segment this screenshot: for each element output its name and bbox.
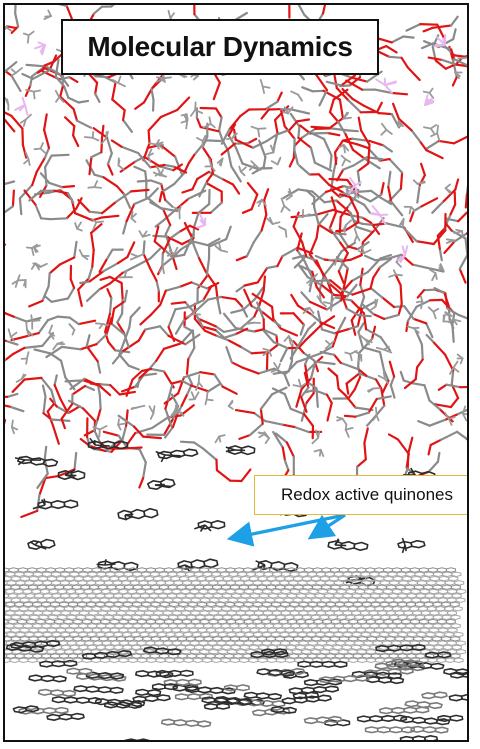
title-box: Molecular Dynamics	[61, 19, 379, 75]
callout-label: Redox active quinones	[280, 485, 453, 504]
quinone-pointer-arrows	[226, 513, 346, 547]
electrolyte-solvent-layer	[5, 5, 467, 519]
figure-title: Molecular Dynamics	[87, 31, 353, 62]
ion-clusters	[14, 33, 447, 263]
callout-box: Redox active quinones	[254, 475, 467, 515]
md-scene	[5, 5, 467, 740]
graphene-sheet	[5, 567, 467, 664]
lower-carbon-stack	[5, 639, 467, 740]
md-snapshot-frame: Molecular Dynamics Redox active quinones	[3, 3, 469, 742]
